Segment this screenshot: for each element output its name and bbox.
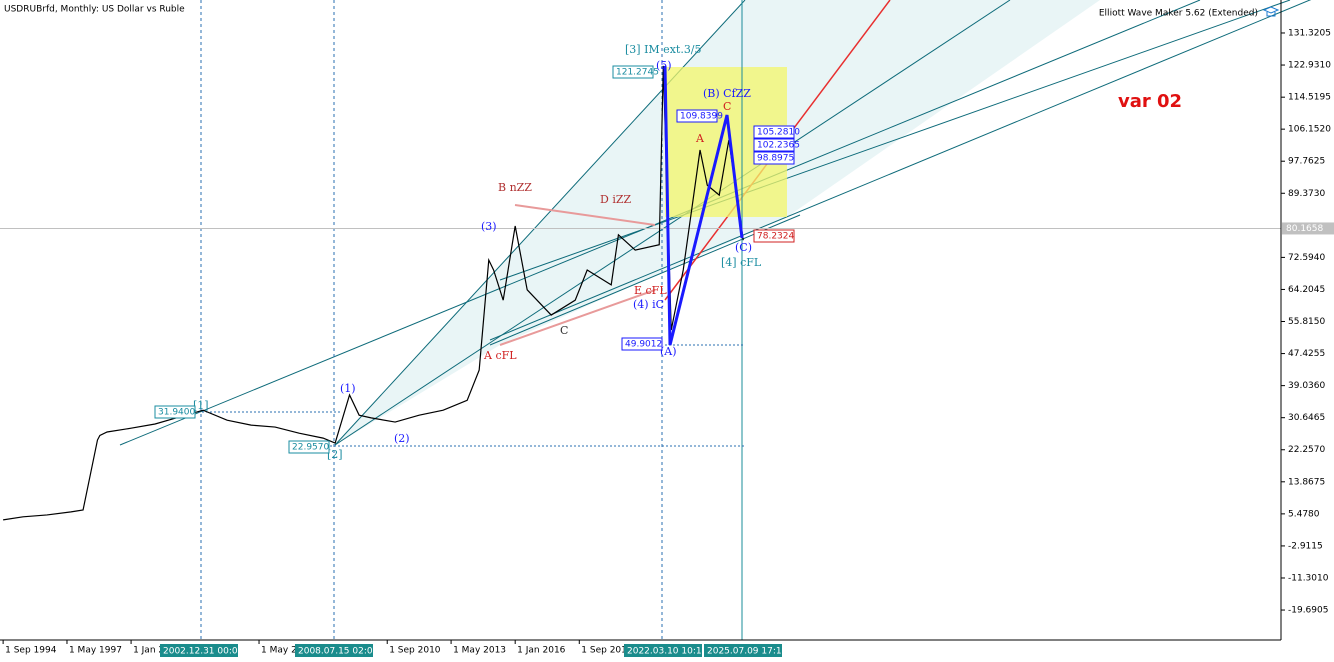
x-tick-label: 1 Sep 2010 — [389, 646, 441, 656]
x-tick-label: 1 May 1997 — [69, 646, 122, 656]
wave-overlay — [119, 0, 1312, 640]
price-box — [154, 405, 196, 419]
indicator-name: Elliott Wave Maker 5.62 (Extended) — [1099, 9, 1258, 19]
time-marker-label: 2002.12.31 00:00 — [163, 647, 244, 657]
price-line — [3, 65, 744, 521]
y-tick-label: 64.2045 — [1288, 285, 1325, 295]
y-tick-label: 89.3730 — [1288, 189, 1325, 199]
price-box — [612, 65, 654, 79]
wave-label: (2) — [394, 432, 410, 445]
wave-label: (1) — [340, 382, 356, 395]
time-marker-box — [295, 644, 373, 657]
y-tick-label: 122.9310 — [1288, 61, 1331, 71]
time-marker-box — [160, 644, 238, 657]
price-box-label: 49.9012 — [625, 340, 662, 350]
price-box-label: 105.2810 — [757, 128, 800, 138]
price-box — [753, 151, 795, 165]
y-tick-label: 97.7625 — [1288, 157, 1325, 167]
chart-title: USDRUBrfd, Monthly: US Dollar vs Ruble — [4, 5, 185, 15]
channel-line — [334, 0, 1011, 446]
y-tick-label: 5.4780 — [1288, 509, 1320, 519]
channel-line — [499, 0, 1291, 281]
price-box-label: 78.2324 — [757, 232, 794, 242]
wave-label: (C) — [735, 241, 752, 254]
x-tick-label: 1 Jan 2000 — [133, 646, 181, 656]
y-tick-label: 47.4255 — [1288, 349, 1325, 359]
y-tick-label: 39.0360 — [1288, 381, 1325, 391]
channel-line — [489, 214, 801, 346]
y-tick-label: -11.3010 — [1288, 573, 1329, 583]
wave-label: var 02 — [1118, 91, 1182, 112]
price-box — [288, 440, 330, 454]
time-marker-label: 2025.07.09 17:15 — [707, 647, 787, 657]
x-tick-label: 1 May 2005 — [261, 646, 314, 656]
y-tick-label: -19.6905 — [1288, 606, 1328, 616]
price-box-label: 31.9400 — [158, 408, 195, 418]
fan-area — [335, 0, 1100, 445]
y-tick-label: -2.9115 — [1288, 541, 1323, 551]
time-marker-box — [624, 644, 702, 657]
wave-label: [3] IM ext.3/5 — [625, 43, 702, 56]
wave-label: [4] cFL — [721, 256, 762, 269]
wave-label: (A) — [660, 345, 677, 358]
y-tick-label: 30.6465 — [1288, 413, 1325, 423]
y-tick-label: 106.1520 — [1288, 125, 1331, 135]
wave-label: [1] — [193, 399, 209, 412]
y-tick-label: 72.5940 — [1288, 253, 1325, 263]
price-box-label: 98.8975 — [757, 154, 794, 164]
y-tick-label: 22.2570 — [1288, 445, 1325, 455]
wave-zigzag — [663, 65, 744, 346]
y-tick-label: 13.8675 — [1288, 477, 1325, 487]
wave-label: C — [560, 324, 568, 337]
wave-label: D iZZ — [600, 193, 631, 206]
wave-label: A — [695, 132, 705, 145]
wave-label: C — [723, 100, 731, 113]
triangle-line — [514, 204, 656, 226]
x-tick-label: 1 Sep 1994 — [5, 646, 57, 656]
time-marker-box — [704, 644, 782, 657]
price-box — [753, 125, 795, 139]
time-marker-label: 2022.03.10 10:15 — [627, 647, 707, 657]
logo-icon — [1262, 6, 1280, 17]
plot — [0, 65, 1281, 521]
wave-label: (4) iC — [633, 298, 664, 311]
price-box — [753, 138, 795, 152]
price-box-label: 109.8399 — [680, 112, 723, 122]
wave-label: (3) — [481, 220, 497, 233]
price-box — [676, 109, 718, 123]
wave-label: (5) — [656, 59, 672, 72]
wave-label: E cFL — [634, 284, 667, 297]
channel-line — [489, 0, 1312, 341]
time-marker-label: 2008.07.15 02:00 — [298, 647, 379, 657]
x-tick-label: 1 Sep 2018 — [581, 646, 633, 656]
price-box-label: 22.9570 — [292, 443, 329, 453]
price-box — [621, 337, 663, 351]
price-box-label: 121.2745 — [616, 68, 659, 78]
price-box — [753, 229, 795, 243]
y-tick-label: 114.5195 — [1288, 93, 1331, 103]
x-tick-label: 1 May 2013 — [453, 646, 506, 656]
current-price-label: 80.1658 — [1286, 224, 1323, 234]
triangle-line — [499, 289, 656, 346]
x-tick-label: 1 Jan 2016 — [517, 646, 565, 656]
y-tick-label: 55.8150 — [1288, 317, 1325, 327]
y-tick-label: 131.3205 — [1288, 28, 1331, 38]
price-box-label: 102.2365 — [757, 141, 800, 151]
wave-label: [2] — [327, 448, 343, 461]
current-price-box — [1282, 222, 1334, 235]
wave-label: (B) CfZZ — [703, 87, 751, 100]
wave-label: A cFL — [483, 349, 517, 362]
wave-label: B nZZ — [498, 181, 532, 194]
